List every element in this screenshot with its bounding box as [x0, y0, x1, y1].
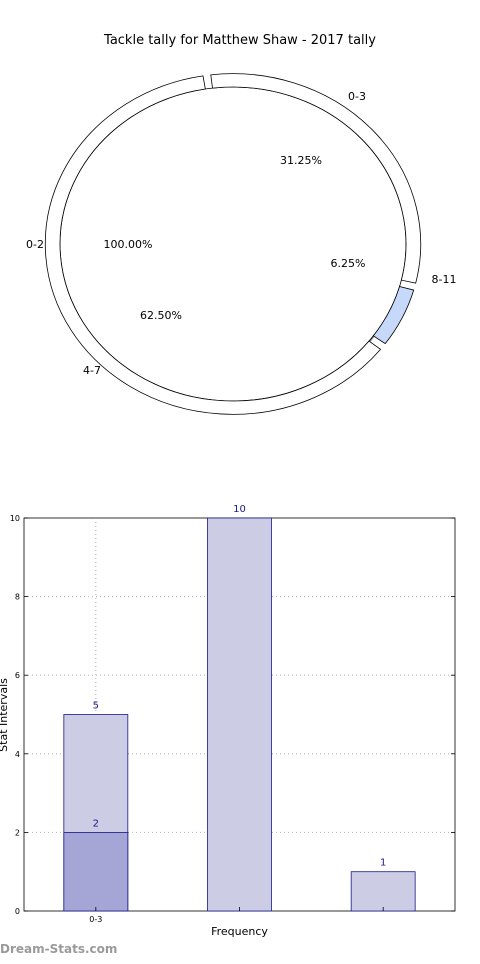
y-tick-label: 4 — [15, 750, 20, 759]
y-tick-label: 8 — [15, 593, 20, 602]
y-tick-label: 2 — [15, 828, 20, 837]
y-tick-label: 10 — [10, 514, 20, 523]
bar — [207, 517, 272, 912]
bar-value-label: 2 — [93, 818, 99, 829]
outer-slice-pct-0-3: 31.25% — [280, 154, 322, 167]
bar-value-label: 5 — [93, 701, 99, 712]
inner-slice-pct-0-2: 100.00% — [104, 238, 153, 251]
x-axis-label: Frequency — [211, 925, 268, 938]
outer-slice-8-11 — [372, 286, 415, 345]
bar-value-label: 1 — [380, 858, 386, 869]
bar-value-label: 10 — [233, 504, 246, 515]
watermark: Dream-Stats.com — [0, 942, 118, 956]
y-tick-label: 0 — [15, 907, 20, 916]
outer-slice-pct-8-11: 6.25% — [331, 257, 366, 270]
inner-slice-label-0-2: 0-2 — [26, 238, 44, 251]
bar-plot: 0 2 4 6 8 10 5 10 1 2 0-3 Frequency Stat Intervals — [0, 504, 456, 938]
bar — [63, 832, 129, 912]
y-axis-label: Stat Intervals — [0, 678, 10, 752]
outer-slice-label-8-11: 8-11 — [432, 273, 457, 286]
x-tick-label: 0-3 — [89, 915, 102, 924]
outer-slice-pct-4-7: 62.50% — [140, 309, 182, 322]
outer-slice-label-0-3: 0-3 — [348, 90, 366, 103]
outer-slice-0-3 — [210, 73, 422, 284]
outer-slice-label-4-7: 4-7 — [83, 364, 101, 377]
y-tick-label: 6 — [15, 671, 20, 680]
chart-title: Tackle tally for Matthew Shaw - 2017 tal… — [103, 33, 376, 48]
bar — [350, 871, 416, 912]
outer-slice-4-7 — [44, 75, 382, 415]
